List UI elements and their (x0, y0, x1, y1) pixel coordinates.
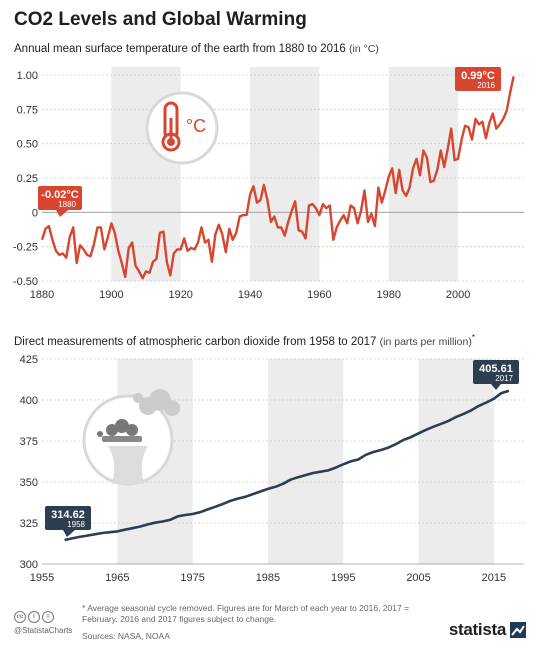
co2-subtitle: Direct measurements of atmospheric carbo… (14, 333, 475, 348)
temperature-subtitle: Annual mean surface temperature of the e… (14, 43, 379, 55)
temp-end-callout-value: 0.99°C (461, 70, 495, 82)
temp-xtick-6: 2000 (446, 289, 470, 301)
temp-start-callout-box (38, 186, 82, 210)
co2-series-line (64, 389, 510, 542)
statista-logo: statista (449, 620, 526, 640)
temp-start-callout-pointer (56, 210, 68, 217)
temp-start-callout-year: 1880 (58, 200, 76, 209)
cloud-puff-3 (164, 400, 180, 416)
co2-ytick-2: 350 (20, 477, 38, 489)
license-icon-2: = (42, 611, 54, 623)
license-icon-1: i (28, 611, 40, 623)
smoke-puff-2 (115, 419, 129, 433)
co2-xtick-2: 1975 (180, 572, 204, 584)
temp-xtick-4: 1960 (307, 289, 331, 301)
temp-start-callout-value: -0.02°C (41, 189, 78, 201)
temp-ytick-2: 0 (32, 207, 38, 219)
co2-xtick-0: 1955 (30, 572, 54, 584)
sources: Sources: NASA, NOAA (82, 631, 170, 641)
co2-end-callout-box (473, 360, 519, 384)
temp-ytick-3: 0.25 (17, 173, 38, 185)
temp-ytick-5: 0.75 (17, 104, 38, 116)
co2-ytick-3: 375 (20, 436, 38, 448)
temp-xtick-3: 1940 (238, 289, 262, 301)
license-block: cc i = @StatistaCharts (14, 611, 72, 635)
temp-series-line (40, 76, 515, 280)
co2-xtick-5: 2005 (406, 572, 430, 584)
temp-end-callout-year: 2016 (477, 81, 495, 90)
temp-ytick-0: -0.50 (13, 276, 38, 288)
co2-chart: 300 325 350 375 400 425 1955 1965 1975 1985 1995 20… (20, 354, 524, 584)
co2-subtitle-text: Direct measurements of atmospheric carbo… (14, 335, 377, 348)
temp-xtick-0: 1880 (30, 289, 54, 301)
license-icons: cc i = (14, 611, 72, 623)
smoke-puff-1 (106, 424, 118, 436)
thermometer-icon-fill (167, 138, 175, 146)
temp-xtick-5: 1980 (377, 289, 401, 301)
smoke-puff-3 (126, 424, 138, 436)
celsius-symbol: °C (186, 116, 206, 136)
thermometer-celsius-icon: °C (145, 91, 219, 165)
temp-band-1940 (250, 67, 320, 281)
cloud-puff-4 (133, 393, 143, 403)
temp-ytick-6: 1.00 (17, 70, 38, 82)
temperature-unit: (in °C) (349, 43, 379, 55)
twitter-handle: @StatistaCharts (14, 626, 73, 635)
co2-band-2005 (418, 359, 494, 564)
co2-band-1985 (267, 359, 344, 564)
smoke-puff-4 (97, 431, 103, 437)
temp-ytick-4: 0.50 (17, 139, 38, 151)
thermometer-icon-circle (145, 91, 219, 165)
co2-end-callout-pointer (491, 384, 501, 390)
temperature-chart: -0.50 -0.25 0 0.25 0.50 0.75 1.00 1880 1900 1920 1… (13, 67, 524, 301)
co2-end-callout-value: 405.61 (479, 363, 513, 375)
temp-xtick-2: 1920 (168, 289, 192, 301)
statista-logo-icon (510, 622, 526, 638)
co2-end-callout-year: 2017 (495, 374, 513, 383)
temperature-subtitle-text: Annual mean surface temperature of the e… (14, 43, 346, 55)
co2-start-callout-box (45, 506, 91, 530)
co2-start-callout-pointer (63, 530, 75, 537)
brand-name: statista (448, 620, 506, 639)
co2-xtick-4: 1995 (331, 572, 355, 584)
co2-start-callout-year: 1958 (67, 520, 85, 529)
co2-ytick-0: 300 (20, 559, 38, 571)
co2-ytick-4: 400 (20, 395, 38, 407)
temp-xtick-1: 1900 (99, 289, 123, 301)
temp-ytick-1: -0.25 (13, 242, 38, 254)
temp-end-callout-box (455, 67, 501, 91)
factory-icon-tower (108, 446, 148, 484)
co2-ytick-5: 425 (20, 354, 38, 366)
co2-xtick-1: 1965 (105, 572, 129, 584)
co2-unit: (in parts per million) (379, 335, 472, 348)
factory-icon-top (102, 436, 142, 442)
co2-footnote-marker: * (471, 333, 475, 342)
co2-ytick-1: 325 (20, 518, 38, 530)
co2-xtick-6: 2015 (482, 572, 506, 584)
footnote: * Average seasonal cycle removed. Figure… (82, 603, 410, 624)
co2-start-callout-value: 314.62 (51, 509, 85, 521)
co2-xtick-3: 1985 (256, 572, 280, 584)
factory-smoke-icon (82, 389, 180, 486)
license-icon-0: cc (14, 611, 26, 623)
page-title: CO2 Levels and Global Warming (14, 9, 307, 30)
